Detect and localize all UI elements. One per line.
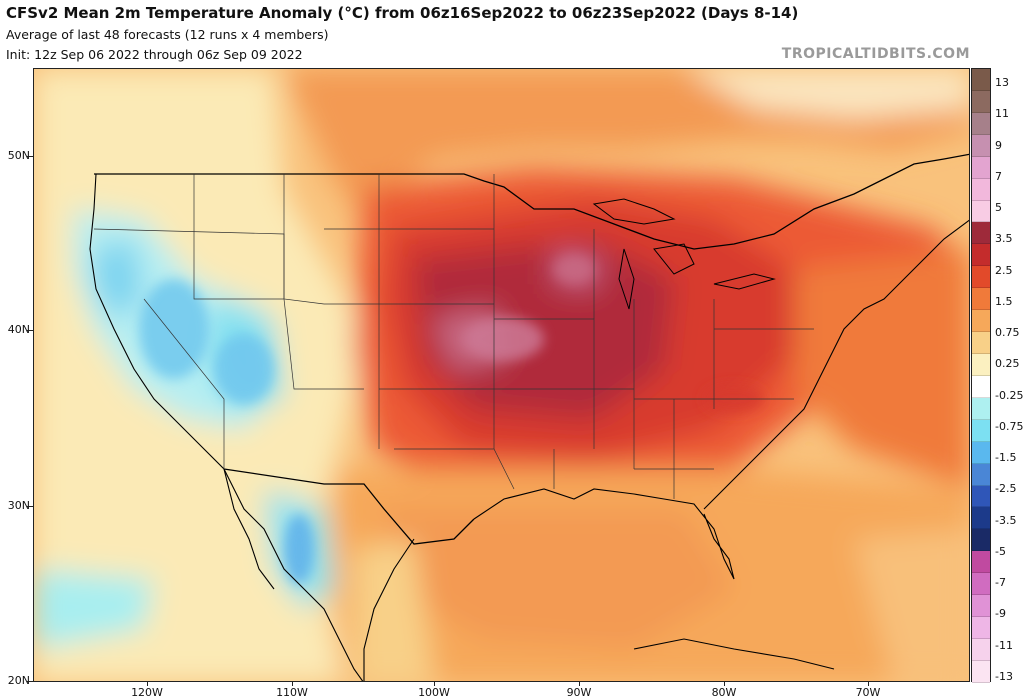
colorbar-segment bbox=[972, 134, 990, 157]
lon-label-110w: 110W bbox=[276, 686, 308, 699]
colorbar-segment bbox=[972, 200, 990, 223]
colorbar-segment bbox=[972, 90, 990, 113]
colorbar-label: 2.5 bbox=[995, 263, 1013, 277]
colorbar-segment bbox=[972, 375, 990, 398]
colorbar-label: 11 bbox=[995, 107, 1009, 121]
colorbar-label: -11 bbox=[995, 638, 1013, 652]
colorbar-segment bbox=[972, 617, 990, 639]
colorbar-segment bbox=[972, 573, 990, 596]
header: CFSv2 Mean 2m Temperature Anomaly (°C) f… bbox=[0, 0, 1024, 68]
colorbar-label: 7 bbox=[995, 169, 1002, 183]
colorbar-segment bbox=[972, 266, 990, 289]
lon-label-120w: 120W bbox=[131, 686, 163, 699]
lat-label-50n: 50N bbox=[7, 149, 30, 162]
lon-label-80w: 80W bbox=[711, 686, 737, 699]
lon-tick-90w bbox=[579, 682, 580, 686]
colorbar-segment bbox=[972, 595, 990, 618]
great-lakes bbox=[592, 198, 776, 310]
colorbar-segment bbox=[972, 112, 990, 135]
watermark: TROPICALTIDBITS.COM bbox=[781, 46, 970, 62]
country-borders bbox=[94, 153, 969, 545]
map-subtitle: Average of last 48 forecasts (12 runs x … bbox=[6, 27, 329, 42]
colorbar-segment bbox=[972, 419, 990, 442]
lon-label-70w: 70W bbox=[855, 686, 881, 699]
colorbar bbox=[971, 68, 991, 683]
lon-tick-110w bbox=[292, 682, 293, 686]
map-title: CFSv2 Mean 2m Temperature Anomaly (°C) f… bbox=[6, 4, 799, 22]
colorbar-label: -1.5 bbox=[995, 451, 1017, 465]
colorbar-segment bbox=[972, 441, 990, 464]
lon-tick-70w bbox=[868, 682, 869, 686]
colorbar-segment bbox=[972, 244, 990, 267]
lon-tick-80w bbox=[724, 682, 725, 686]
colorbar-segment bbox=[972, 288, 990, 311]
lon-tick-120w bbox=[147, 682, 148, 686]
colorbar-segment bbox=[972, 463, 990, 486]
colorbar-label: -5 bbox=[995, 544, 1006, 558]
lat-tick-30n bbox=[27, 506, 33, 507]
lat-tick-20n bbox=[27, 681, 33, 682]
init-line: Init: 12z Sep 06 2022 through 06z Sep 09… bbox=[6, 47, 303, 62]
state-borders bbox=[93, 174, 814, 499]
colorbar-segment bbox=[972, 69, 990, 91]
map-svg bbox=[34, 69, 969, 681]
colorbar-label: -13 bbox=[995, 670, 1013, 683]
lon-tick-100w bbox=[434, 682, 435, 686]
colorbar-segment bbox=[972, 485, 990, 508]
colorbar-label: 3.5 bbox=[995, 232, 1013, 246]
colorbar-label: -9 bbox=[995, 607, 1006, 621]
colorbar-label: 9 bbox=[995, 138, 1002, 152]
colorbar-segment bbox=[972, 332, 990, 354]
colorbar-label: -2.5 bbox=[995, 482, 1017, 496]
colorbar-segment bbox=[972, 638, 990, 661]
lon-label-90w: 90W bbox=[566, 686, 592, 699]
lat-label-40n: 40N bbox=[7, 323, 30, 336]
colorbar-segment bbox=[972, 156, 990, 179]
colorbar-segment bbox=[972, 178, 990, 201]
colorbar-segment bbox=[972, 660, 990, 683]
lat-tick-50n bbox=[27, 156, 33, 157]
colorbar-segment bbox=[972, 397, 990, 420]
colorbar-label: 0.75 bbox=[995, 326, 1020, 340]
anomaly-map bbox=[33, 68, 970, 682]
colorbar-label: 5 bbox=[995, 201, 1002, 215]
colorbar-label: -7 bbox=[995, 576, 1006, 590]
colorbar-segment bbox=[972, 529, 990, 552]
lat-label-30n: 30N bbox=[7, 499, 30, 512]
lon-label-100w: 100W bbox=[418, 686, 450, 699]
colorbar-segment bbox=[972, 551, 990, 574]
colorbar-segment bbox=[972, 353, 990, 376]
colorbar-label: 1.5 bbox=[995, 294, 1013, 308]
colorbar-segment bbox=[972, 507, 990, 530]
coastlines bbox=[89, 173, 969, 681]
colorbar-label: 13 bbox=[995, 76, 1009, 89]
colorbar-label: -0.75 bbox=[995, 419, 1024, 433]
anomaly-detail bbox=[139, 255, 764, 584]
colorbar-label: -0.25 bbox=[995, 388, 1024, 402]
colorbar-segment bbox=[972, 222, 990, 245]
colorbar-label: -3.5 bbox=[995, 513, 1017, 527]
lat-tick-40n bbox=[27, 330, 33, 331]
colorbar-segment bbox=[972, 310, 990, 333]
lat-label-20n: 20N bbox=[7, 674, 30, 687]
colorbar-label: 0.25 bbox=[995, 357, 1020, 371]
